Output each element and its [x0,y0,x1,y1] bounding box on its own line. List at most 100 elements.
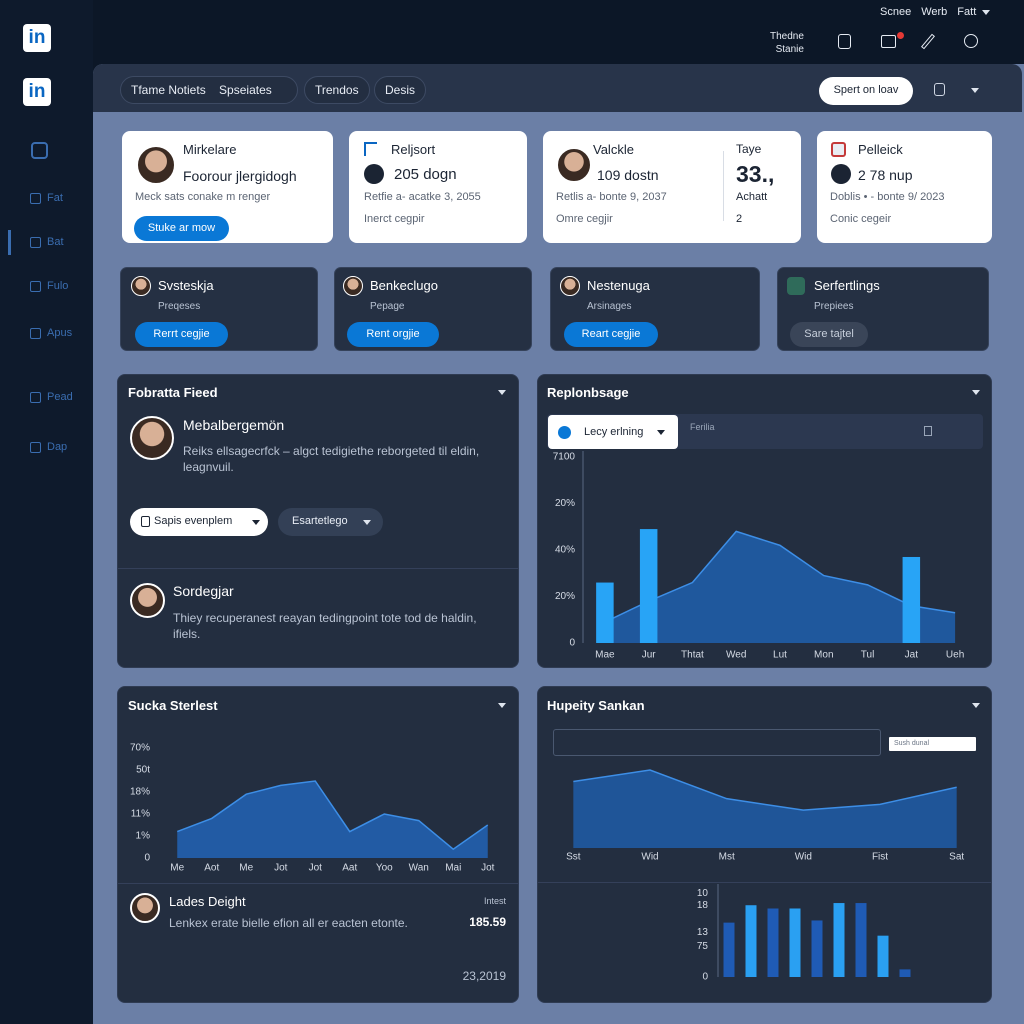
project-card: Serfertlings Prepiees Sare tajtel [777,267,989,351]
post-text: Lenkex erate bielle efion all er eacten … [169,916,408,930]
caret [657,430,665,435]
profile-card: Pelleick 2 78 nup Doblis • - bonte 9/ 20… [817,131,992,243]
nav-item[interactable]: Pead [30,391,73,403]
profile-card: Mirkelare Foorour jlergidogh Meck sats c… [122,131,333,243]
search-input[interactable]: Sush dunal [889,737,976,751]
side-caption: Achatt [736,191,768,203]
avatar [136,145,176,185]
logo[interactable]: in [23,24,51,52]
icon [558,426,571,439]
icon [364,164,384,184]
post-text: Reiks ellsagecrfck – algct tedigiethe re… [183,444,480,474]
tab[interactable]: Desis [374,76,427,104]
nav-label: Pead [47,391,73,403]
tab[interactable]: Tfame Notiets [131,83,206,97]
badge [897,32,904,39]
avatar [130,583,165,618]
profile-card: Valckle 109 dostn Retlis a- bonte 9, 203… [543,131,801,243]
icon[interactable] [924,426,932,436]
nav-item[interactable]: Apus [30,327,72,339]
profile-card: Reljsort 205 dogn Retfie a- acatke 3, 20… [349,131,527,243]
project-subtitle: Pepage [370,301,405,312]
panel-title: Fobratta Fieed [128,385,218,400]
feed-button[interactable]: Sapis evenplem [130,508,268,536]
project-button[interactable]: Rent orgjie [347,322,439,347]
chart-panel: Sucka Sterlest Lades Deight Lenkex erate… [117,686,519,1003]
caret [252,520,260,525]
caret [982,10,990,15]
nav-label: Fulo [47,280,69,292]
panel-title: Sucka Sterlest [128,698,218,713]
side-count: 2 [736,213,743,225]
caret[interactable] [972,390,980,395]
metric-label: Intest [483,896,506,906]
sidebar: in in Fat Bat Fulo Apus Pead Dap [0,0,93,1024]
nav-item[interactable]: Bat [30,236,64,248]
divider [118,568,518,569]
top-menu: Scnee Werb Fatt [880,6,976,18]
project-button[interactable]: Sare tajtel [790,322,868,347]
card-link[interactable]: Conic cegeir [830,213,892,225]
metric: 185.59 [469,915,506,929]
feed-panel: Fobratta Fieed Mebalbergemön Reiks ellsa… [117,374,519,668]
project-button[interactable]: Reart cegjie [564,322,658,347]
icon[interactable] [921,33,935,50]
nav-item[interactable]: Dap [30,441,67,453]
logo[interactable]: in [23,78,51,106]
status: Thedne Stanie [770,30,804,56]
tab[interactable]: Trendos [304,76,370,104]
project-subtitle: Prepiees [814,301,854,312]
project-title: Svsteskja [158,278,214,293]
post-author: Sordegjar [173,583,234,599]
project-title: Benkeclugo [370,278,438,293]
date: 23,2019 [462,969,506,983]
menu-item[interactable]: Werb [921,6,948,18]
caret[interactable] [972,703,980,708]
project-card: Nestenuga Arsinages Reart cegjie [550,267,760,351]
card-detail: Meck sats conake m renger [135,191,271,203]
caret[interactable] [498,703,506,708]
nav-label: Apus [47,327,73,339]
post-author: Mebalbergemön [183,417,285,433]
card-link[interactable]: Inerct cegpir [364,213,425,225]
dropdown[interactable]: Lecy erlning [548,415,678,449]
icon [787,277,805,295]
post-text: Thiey recuperanest reayan tedingpoint to… [173,611,477,641]
icon[interactable] [881,35,896,48]
menu-item[interactable]: Scnee [880,6,912,18]
avatar [131,276,151,296]
caret[interactable] [498,390,506,395]
card-link[interactable]: Omre cegjir [556,213,613,225]
nav-item[interactable]: Fulo [30,280,68,292]
avatar [560,276,580,296]
search-box[interactable] [553,729,881,756]
header-button[interactable]: Spert on loav [819,77,913,105]
project-button[interactable]: Rerrt cegjie [135,322,228,347]
project-subtitle: Preqeses [158,301,201,312]
card-stat: 2 78 nup [858,167,913,183]
nav-label: Bat [47,236,64,248]
icon[interactable] [934,83,945,96]
nav-label: Fat [47,192,63,204]
tab[interactable]: Spseiates [219,83,272,97]
icon [141,516,150,527]
card-stat: 205 dogn [394,166,457,183]
icon[interactable] [964,34,978,48]
avatar [343,276,363,296]
divider [723,151,724,221]
icon[interactable] [838,34,851,49]
project-card: Benkeclugo Pepage Rent orgjie [334,267,532,351]
icon [831,142,846,157]
menu-item[interactable]: Fatt [957,6,977,18]
nav-icon[interactable] [31,142,48,159]
card-button[interactable]: Stuke ar mow [134,216,229,241]
nav-item[interactable]: Fat [30,192,63,204]
icon [831,164,851,184]
card-detail: Retfie a- acatke 3, 2055 [364,191,481,203]
chart-panel: Hupeity Sankan Sush dunal [537,686,992,1003]
tab-group: Tfame Notiets Spseiates [120,76,298,104]
caret[interactable] [971,88,979,93]
status-line: Thedne [770,31,804,42]
avatar [130,416,174,460]
